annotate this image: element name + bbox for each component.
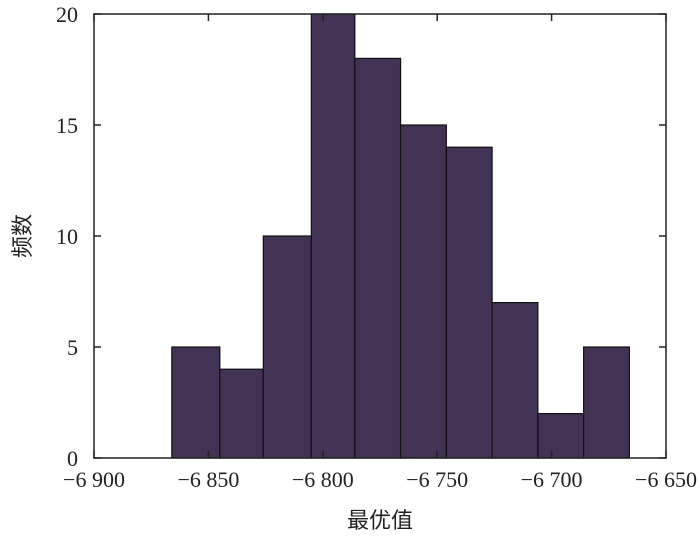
y-tick-label: 15 <box>56 113 78 138</box>
y-axis-title: 频数 <box>11 214 36 258</box>
x-tick-label: −6 850 <box>177 467 239 492</box>
histogram-bar <box>219 368 264 459</box>
x-tick-label: −6 650 <box>635 467 697 492</box>
histogram-bar <box>399 124 447 459</box>
x-tick-label: −6 900 <box>63 467 125 492</box>
y-tick-label: 0 <box>67 446 78 471</box>
ticks-group: −6 900 −6 850 −6 800 −6 750 −6 700 −6 650 0 5 10… <box>56 2 697 492</box>
histogram-bar <box>354 57 402 459</box>
histogram-bar <box>583 346 630 459</box>
histogram-bar <box>491 302 539 459</box>
histogram-bar <box>262 235 312 459</box>
y-tick-label: 10 <box>56 224 78 249</box>
histogram-bar <box>171 346 221 459</box>
x-axis-title: 最优值 <box>347 509 413 534</box>
histogram-bar <box>310 13 356 459</box>
x-tick-label: −6 700 <box>521 467 583 492</box>
x-tick-label: −6 800 <box>292 467 354 492</box>
y-tick-label: 5 <box>67 335 78 360</box>
histogram-bar <box>537 413 585 459</box>
y-tick-label: 20 <box>56 2 78 27</box>
bars-group <box>171 13 630 459</box>
histogram-bar <box>445 146 493 459</box>
x-tick-label: −6 750 <box>406 467 468 492</box>
